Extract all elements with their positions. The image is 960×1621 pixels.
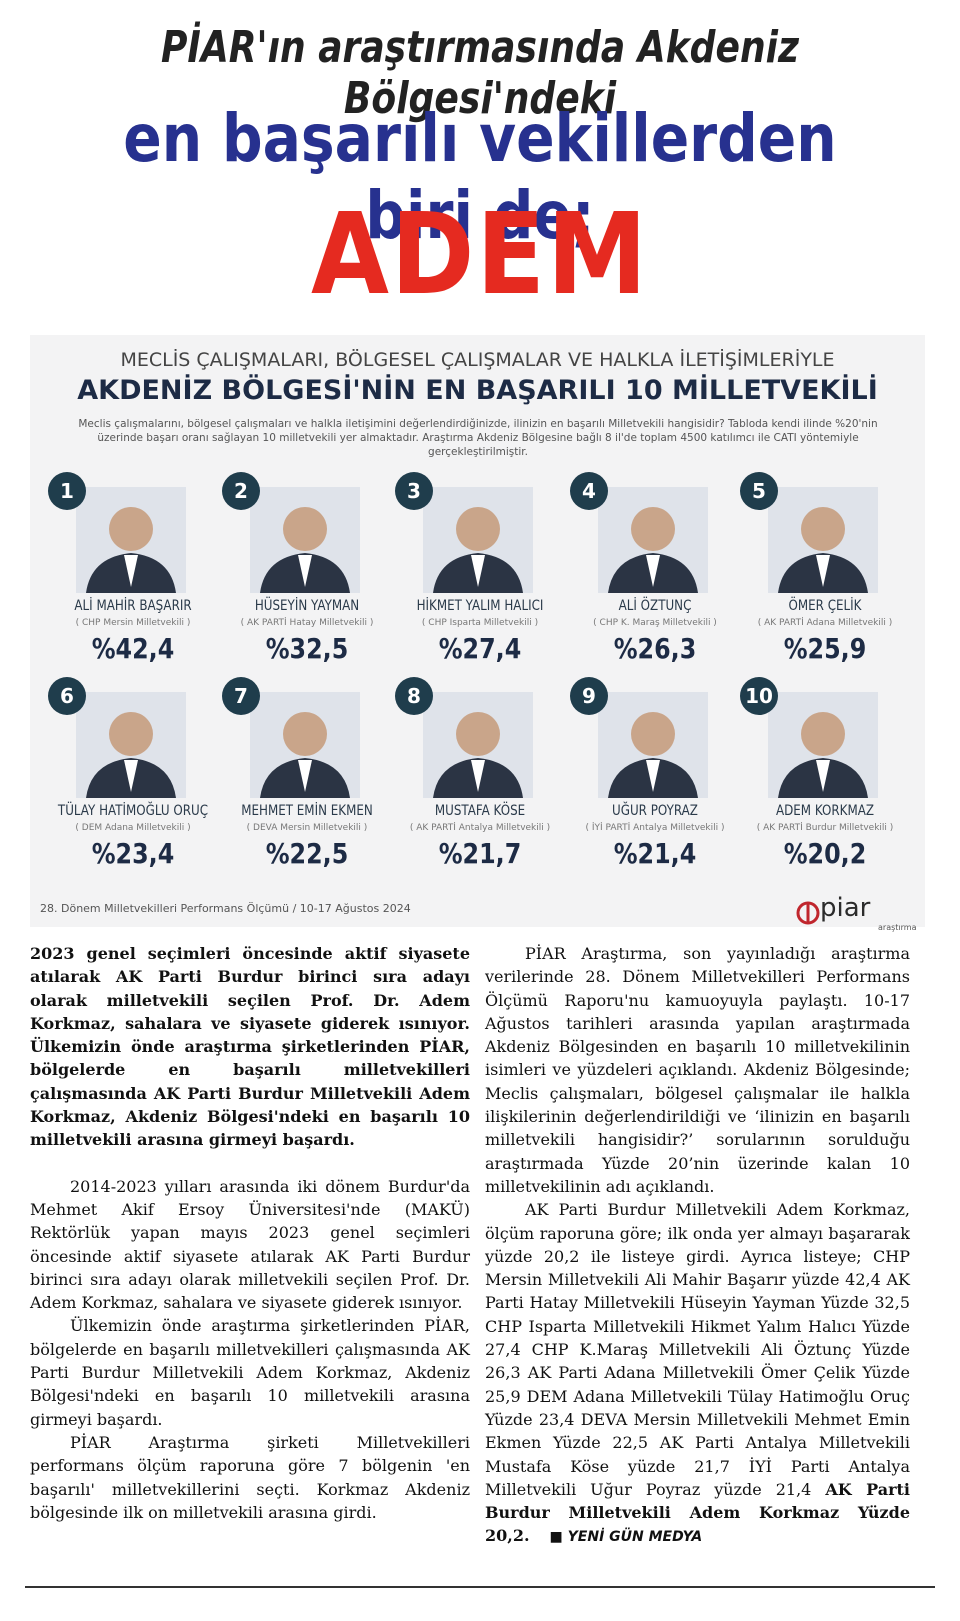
rank-badge: 6 bbox=[48, 677, 86, 715]
deputy-name: UĞUR POYRAZ bbox=[612, 803, 698, 819]
rank-badge: 10 bbox=[740, 677, 778, 715]
deputy-card: 6 TÜLAY HATİMOĞLU ORUÇ ( DEM Adana Milletv… bbox=[48, 677, 218, 877]
photo bbox=[76, 692, 186, 798]
photo bbox=[250, 692, 360, 798]
deputy-card: 7 MEHMET EMİN EKMEN ( DEVA Mersin Milletve… bbox=[222, 677, 392, 877]
deputy-name: MUSTAFA KÖSE bbox=[434, 803, 526, 819]
deputy-party: ( CHP K. Maraş Milletvekili ) bbox=[593, 618, 717, 628]
paragraph: PİAR Araştırma şirketi Milletvekilleri p… bbox=[30, 1432, 470, 1522]
deputy-name: HİKMET YALIM HALICI bbox=[416, 598, 544, 614]
deputy-party: ( CHP Isparta Milletvekili ) bbox=[421, 618, 539, 628]
deputy-party: ( DEVA Mersin Milletvekili ) bbox=[246, 823, 368, 833]
description: Meclis çalışmalarını, bölgesel çalışmala… bbox=[78, 418, 878, 458]
photo bbox=[598, 692, 708, 798]
photo bbox=[423, 487, 533, 593]
deputy-party: ( CHP Mersin Milletvekili ) bbox=[75, 618, 191, 628]
deputy-score: %21,7 bbox=[438, 837, 522, 870]
deputy-party: ( DEM Adana Milletvekili ) bbox=[75, 823, 191, 833]
photo bbox=[423, 692, 533, 798]
photo bbox=[768, 692, 878, 798]
rank-badge: 2 bbox=[222, 472, 260, 510]
source-wrap: ■ YENİ GÜN MEDYA bbox=[549, 1529, 703, 1546]
portrait bbox=[433, 712, 523, 798]
deputy-name: ALİ ÖZTUNÇ bbox=[618, 598, 692, 614]
deputy-card: 2 HÜSEYİN YAYMAN ( AK PARTİ Hatay Milletve… bbox=[222, 472, 392, 672]
paragraph: Ülkemizin önde araştırma şirketlerinden … bbox=[30, 1316, 470, 1429]
logo-icon bbox=[796, 901, 820, 925]
paragraph: AK Parti Burdur Milletvekili Adem Korkma… bbox=[485, 1200, 911, 1546]
portrait bbox=[778, 507, 868, 593]
deputy-score: %23,4 bbox=[91, 837, 175, 870]
headline-line1: PİAR'ın araştırmasında Akdeniz Bölgesi'n… bbox=[160, 22, 800, 124]
photo bbox=[76, 487, 186, 593]
rank-badge: 1 bbox=[48, 472, 86, 510]
portrait bbox=[260, 507, 350, 593]
photo bbox=[598, 487, 708, 593]
deputy-name: ALİ MAHİR BAŞARIR bbox=[74, 598, 192, 614]
deputy-score: %32,5 bbox=[265, 632, 349, 665]
deputy-score: %26,3 bbox=[613, 632, 697, 665]
deputy-score: %27,4 bbox=[438, 632, 522, 665]
deputy-name: ADEM KORKMAZ bbox=[775, 803, 875, 819]
rank-badge: 3 bbox=[395, 472, 433, 510]
portrait bbox=[433, 507, 523, 593]
deputy-score: %20,2 bbox=[783, 837, 867, 870]
portrait bbox=[86, 712, 176, 798]
infographic: MECLİS ÇALIŞMALARI, BÖLGESEL ÇALIŞMALAR … bbox=[30, 335, 925, 932]
infographic-title: AKDENİZ BÖLGESİ'NİN EN BAŞARILI 10 MİLLE… bbox=[77, 375, 878, 406]
deputy-card: 9 UĞUR POYRAZ ( İYİ PARTİ Antalya Milletve… bbox=[570, 677, 740, 877]
logo: piar bbox=[820, 893, 871, 923]
rank-badge: 4 bbox=[570, 472, 608, 510]
paragraph: PİAR Araştırma, son yayınladığı araştırm… bbox=[485, 944, 910, 1196]
deputy-party: ( İYİ PARTİ Antalya Milletvekili ) bbox=[585, 823, 725, 833]
headline-line2: en başarılı vekillerden biri de; bbox=[123, 100, 837, 254]
left-column: 2023 genel seçimleri öncesinde aktif siy… bbox=[30, 942, 470, 1524]
portrait bbox=[260, 712, 350, 798]
photo bbox=[250, 487, 360, 593]
paragraph: 2014-2023 yılları arasında iki dönem Bur… bbox=[30, 1176, 470, 1313]
photo bbox=[768, 487, 878, 593]
lead: 2023 genel seçimleri öncesinde aktif siy… bbox=[30, 944, 470, 1150]
deputy-score: %22,5 bbox=[265, 837, 349, 870]
rank-badge: 9 bbox=[570, 677, 608, 715]
logo-tagline: araştırma bbox=[878, 923, 917, 932]
deputy-name: TÜLAY HATİMOĞLU ORUÇ bbox=[57, 803, 209, 819]
portrait bbox=[608, 507, 698, 593]
deputy-score: %25,9 bbox=[783, 632, 867, 665]
deputy-card: 3 HİKMET YALIM HALICI ( CHP Isparta Millet… bbox=[395, 472, 565, 672]
deputy-party: ( AK PARTİ Adana Milletvekili ) bbox=[757, 618, 893, 628]
kicker: MECLİS ÇALIŞMALARI, BÖLGESEL ÇALIŞMALAR … bbox=[120, 349, 835, 371]
deputy-party: ( AK PARTİ Hatay Milletvekili ) bbox=[240, 618, 374, 628]
deputy-card: 5 ÖMER ÇELİK ( AK PARTİ Adana Milletvekili… bbox=[740, 472, 910, 672]
portrait bbox=[778, 712, 868, 798]
portrait bbox=[608, 712, 698, 798]
deputy-name: HÜSEYİN YAYMAN bbox=[254, 598, 360, 614]
rank-badge: 8 bbox=[395, 677, 433, 715]
rule bbox=[25, 1586, 935, 1588]
deputy-card: 4 ALİ ÖZTUNÇ ( CHP K. Maraş Milletvekili )… bbox=[570, 472, 740, 672]
source: YENİ GÜN MEDYA bbox=[567, 1529, 703, 1546]
portrait bbox=[86, 507, 176, 593]
deputy-score: %42,4 bbox=[91, 632, 175, 665]
rank-badge: 7 bbox=[222, 677, 260, 715]
deputy-card: 10 ADEM KORKMAZ ( AK PARTİ Burdur Milletve… bbox=[740, 677, 910, 877]
deputy-party: ( AK PARTİ Antalya Milletvekili ) bbox=[409, 823, 551, 833]
deputy-name: MEHMET EMİN EKMEN bbox=[241, 803, 373, 819]
right-column: PİAR Araştırma, son yayınladığı araştırm… bbox=[485, 942, 910, 1550]
deputy-score: %21,4 bbox=[613, 837, 697, 870]
footer: 28. Dönem Milletvekilleri Performans Ölç… bbox=[40, 902, 411, 915]
deputy-party: ( AK PARTİ Burdur Milletvekili ) bbox=[756, 823, 894, 833]
deputy-card: 8 MUSTAFA KÖSE ( AK PARTİ Antalya Milletve… bbox=[395, 677, 565, 877]
deputy-card: 1 ALİ MAHİR BAŞARIR ( CHP Mersin Milletvek… bbox=[48, 472, 218, 672]
rank-badge: 5 bbox=[740, 472, 778, 510]
deputy-name: ÖMER ÇELİK bbox=[788, 598, 862, 614]
closing: AK Parti Burdur Milletvekili Adem Korkma… bbox=[485, 1479, 911, 1546]
